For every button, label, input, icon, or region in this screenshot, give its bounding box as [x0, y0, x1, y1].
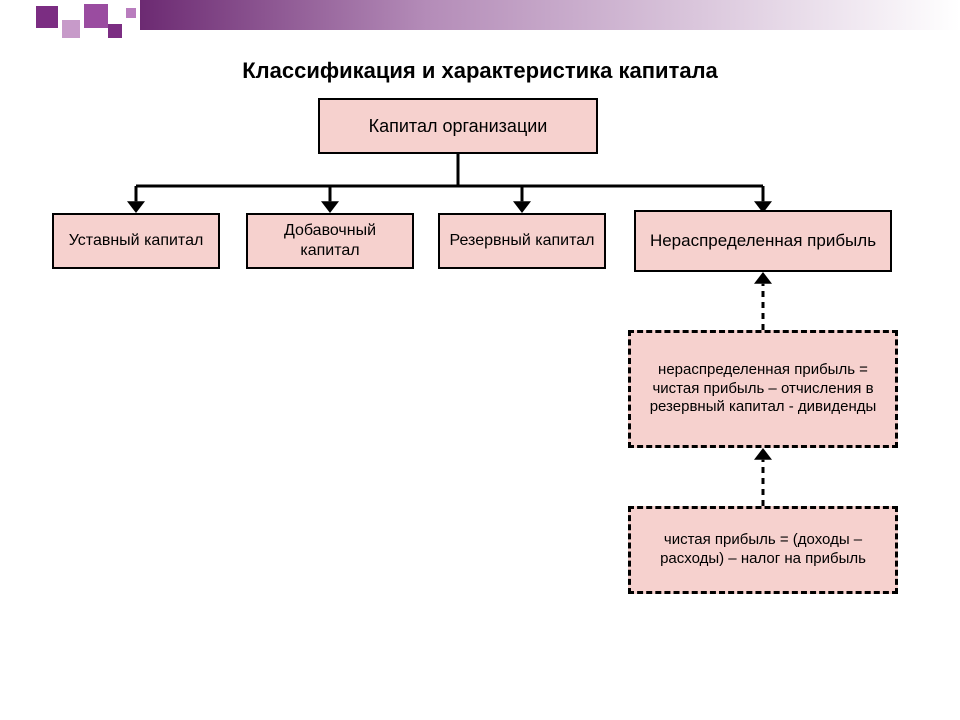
child-label-4: Нераспределенная прибыль — [650, 230, 876, 251]
formula-label-1: нераспределенная прибыль = чистая прибыл… — [639, 361, 887, 417]
formula-label-2: чистая прибыль = (доходы – расходы) – на… — [639, 531, 887, 569]
root-box: Капитал организации — [318, 98, 598, 154]
child-label-3: Резервный капитал — [450, 231, 595, 251]
child-label-1: Уставный капитал — [69, 231, 204, 251]
child-box-3: Резервный капитал — [438, 213, 606, 269]
formula-box-1: нераспределенная прибыль = чистая прибыл… — [628, 330, 898, 448]
child-label-2: Добавочный капитал — [256, 221, 404, 261]
decor-strip — [0, 0, 960, 50]
child-box-1: Уставный капитал — [52, 213, 220, 269]
formula-box-2: чистая прибыль = (доходы – расходы) – на… — [628, 506, 898, 594]
page-title: Классификация и характеристика капитала — [0, 58, 960, 84]
child-box-2: Добавочный капитал — [246, 213, 414, 269]
root-label: Капитал организации — [369, 115, 548, 138]
child-box-4: Нераспределенная прибыль — [634, 210, 892, 272]
